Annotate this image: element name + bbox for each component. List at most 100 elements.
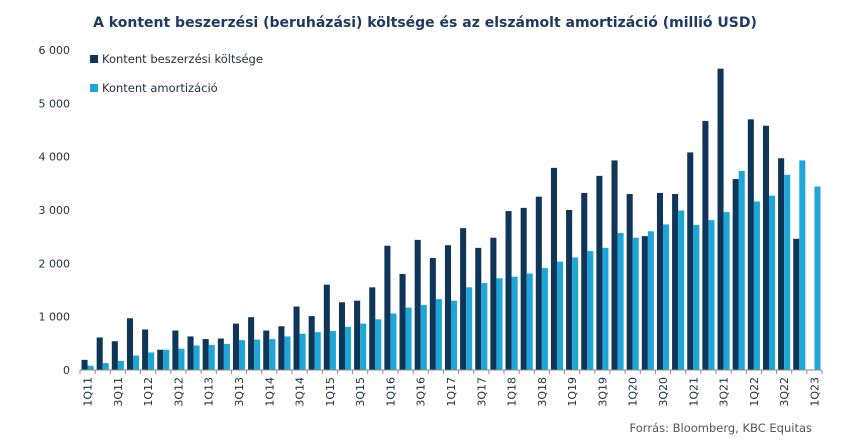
bar-series-1-2Q21 [708, 220, 715, 370]
bar-series-0-2Q13 [217, 338, 224, 370]
bar-series-1-1Q12 [148, 352, 155, 370]
bar-series-0-1Q19 [566, 210, 573, 370]
bar-series-1-2Q18 [526, 273, 533, 370]
bar-series-1-1Q15 [329, 331, 336, 370]
x-tick-label: 1Q16 [384, 377, 397, 407]
bar-series-0-4Q21 [732, 179, 739, 370]
bar-series-1-4Q21 [738, 171, 745, 370]
bar-series-1-3Q18 [541, 268, 548, 370]
x-tick-label: 1Q23 [808, 377, 821, 407]
bar-series-0-4Q18 [550, 167, 557, 370]
bar-series-1-3Q16 [420, 304, 427, 370]
bar-series-1-2Q19 [587, 251, 594, 370]
bar-series-0-3Q18 [535, 196, 542, 370]
bar-series-1-4Q16 [435, 299, 442, 370]
x-tick-label: 1Q11 [82, 377, 95, 407]
bar-series-1-3Q13 [239, 340, 246, 370]
x-tick-label: 1Q12 [142, 377, 155, 407]
x-tick-label: 1Q22 [748, 377, 761, 407]
bar-series-0-1Q22 [747, 119, 754, 370]
bar-series-0-1Q15 [323, 284, 330, 370]
bar-series-1-1Q22 [753, 201, 760, 370]
legend-label-series-0: Kontent beszerzési költsége [102, 52, 263, 66]
bar-series-1-1Q14 [269, 339, 276, 370]
bar-series-0-3Q12 [172, 330, 179, 370]
legend: Kontent beszerzési költsége Kontent amor… [90, 52, 263, 95]
x-tick-label: 1Q14 [263, 377, 276, 407]
bar-series-0-2Q12 [157, 349, 164, 370]
bar-series-0-4Q20 [672, 194, 679, 370]
bar-series-0-3Q19 [596, 175, 603, 370]
x-tick-label: 3Q22 [778, 377, 791, 407]
y-tick-label: 5 000 [39, 97, 71, 110]
x-tick-label: 3Q15 [354, 377, 367, 407]
bar-series-0-3Q17 [475, 247, 482, 370]
bar-series-0-1Q20 [626, 194, 633, 370]
x-tick-label: 3Q16 [415, 377, 428, 407]
bar-series-1-1Q20 [632, 237, 639, 370]
bar-series-0-4Q13 [248, 317, 255, 370]
x-tick-label: 3Q17 [475, 377, 488, 407]
y-axis: 0 1 000 2 000 3 000 4 000 5 000 6 000 [39, 44, 71, 377]
bar-series-0-1Q11 [81, 359, 88, 370]
bar-series-1-4Q20 [678, 210, 685, 370]
bar-series-1-2Q17 [466, 287, 473, 370]
legend-swatch-series-0 [90, 55, 98, 63]
bar-series-0-1Q14 [263, 330, 270, 370]
bar-series-0-3Q11 [111, 341, 118, 370]
bar-series-0-1Q12 [142, 329, 149, 370]
bar-series-0-2Q16 [399, 274, 406, 370]
x-tick-label: 3Q18 [536, 377, 549, 407]
bar-series-1-3Q19 [602, 247, 609, 370]
bar-series-0-4Q22 [793, 238, 800, 370]
bar-series-1-2Q20 [647, 231, 654, 370]
x-tick-label: 1Q21 [687, 377, 700, 407]
bar-series-1-3Q17 [481, 283, 488, 370]
x-tick-label: 1Q15 [324, 377, 337, 407]
y-tick-label: 6 000 [39, 44, 71, 57]
bar-series-1-1Q17 [451, 300, 458, 370]
bars [81, 68, 821, 371]
bar-series-1-1Q21 [693, 224, 700, 370]
bar-series-0-3Q22 [778, 158, 785, 370]
bar-series-0-4Q16 [429, 258, 436, 370]
bar-series-1-3Q11 [117, 360, 124, 370]
bar-series-0-2Q20 [641, 236, 648, 370]
bar-series-0-2Q17 [460, 228, 467, 370]
bar-series-0-2Q22 [762, 125, 769, 370]
bar-series-1-2Q22 [769, 195, 776, 370]
bar-series-0-1Q16 [384, 245, 391, 370]
bar-series-1-4Q14 [314, 332, 321, 370]
bar-series-0-4Q15 [369, 287, 376, 370]
bar-series-1-1Q16 [390, 313, 397, 370]
bar-series-0-1Q17 [444, 245, 451, 370]
x-tick-label: 3Q11 [112, 377, 125, 407]
bar-series-1-1Q23 [814, 186, 821, 370]
legend-swatch-series-1 [90, 84, 98, 92]
chart-title: A kontent beszerzési (beruházási) költsé… [93, 15, 757, 31]
bar-series-1-4Q17 [496, 278, 503, 370]
x-tick-label: 3Q13 [233, 377, 246, 407]
y-tick-label: 0 [63, 364, 70, 377]
source-note: Forrás: Bloomberg, KBC Equitas [630, 421, 812, 435]
x-tick-label: 1Q18 [506, 377, 519, 407]
bar-series-1-4Q19 [617, 232, 624, 370]
bar-series-0-1Q21 [687, 152, 694, 370]
bar-series-1-2Q14 [284, 336, 291, 370]
bar-series-1-4Q11 [133, 355, 140, 370]
bar-series-0-3Q20 [656, 192, 663, 370]
bar-series-1-4Q18 [557, 261, 564, 370]
x-tick-label: 3Q21 [718, 377, 731, 407]
bar-series-1-3Q22 [784, 174, 791, 370]
bar-series-1-3Q15 [360, 323, 367, 370]
bar-series-1-2Q15 [345, 326, 352, 370]
legend-label-series-1: Kontent amortizáció [102, 81, 218, 95]
bar-series-1-3Q12 [178, 348, 185, 370]
x-tick-label: 3Q14 [294, 377, 307, 407]
bar-series-1-2Q12 [163, 349, 170, 370]
x-tick-label: 1Q19 [566, 377, 579, 407]
bar-series-0-3Q21 [717, 68, 724, 371]
x-axis: 1Q11 3Q11 1Q12 3Q12 1Q13 3Q13 1Q14 3Q14 1Q15 3Q15… [79, 369, 823, 407]
bar-series-1-2Q13 [223, 343, 230, 370]
